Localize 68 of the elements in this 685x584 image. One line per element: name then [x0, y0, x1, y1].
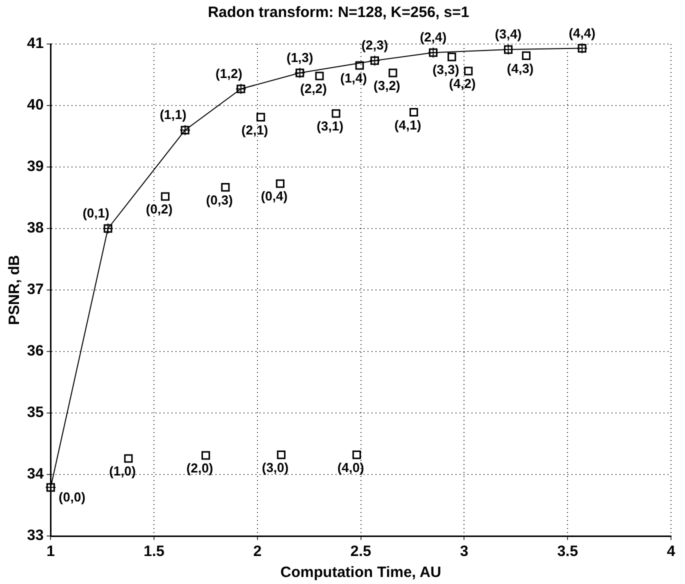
point	[428, 47, 439, 58]
annotation: (3,0)	[262, 460, 289, 475]
x-tick-label: 4	[666, 543, 676, 560]
point	[352, 450, 361, 460]
point	[102, 223, 114, 234]
point	[388, 68, 398, 78]
annotation: (1,0)	[109, 464, 136, 479]
x-tick-label: 2	[253, 543, 262, 560]
y-axis-title: PSNR, dB	[6, 254, 24, 326]
annotation: (4,1)	[394, 117, 422, 132]
point	[256, 112, 266, 122]
annotation: (0,0)	[58, 489, 86, 504]
point	[576, 42, 588, 54]
point	[201, 451, 210, 460]
point	[180, 124, 191, 136]
annotation: (1,1)	[160, 107, 186, 122]
point	[276, 450, 286, 460]
point	[448, 52, 456, 62]
annotation: (1,4)	[340, 70, 367, 86]
x-tick-label: 3	[460, 543, 468, 560]
x-axis-title: Computation Time, AU	[280, 564, 442, 582]
point	[522, 51, 531, 60]
point	[464, 66, 473, 76]
point	[235, 83, 246, 94]
point	[409, 108, 418, 117]
annotation: (0,1)	[82, 206, 110, 221]
y-tick-label: 37	[26, 281, 44, 298]
point	[294, 67, 306, 78]
point	[124, 454, 133, 463]
y-tick-label: 38	[26, 220, 44, 237]
y-tick-label: 40	[26, 96, 44, 114]
annotation: (3,4)	[494, 26, 522, 42]
annotation: (1,3)	[286, 50, 314, 65]
point	[276, 179, 284, 188]
y-tick-label: 36	[26, 342, 44, 360]
point	[369, 55, 380, 66]
annotation: (4,2)	[448, 76, 476, 92]
chart-title: Radon transform: N=128, K=256, s=1	[208, 4, 470, 22]
point	[355, 61, 364, 70]
annotation: (0,4)	[260, 188, 288, 204]
x-tick-label: 2.5	[350, 543, 372, 560]
annotation: (2,4)	[420, 30, 447, 45]
annotation: (2,3)	[361, 38, 388, 53]
annotation: (2,0)	[186, 460, 214, 476]
point	[332, 109, 340, 118]
point	[315, 72, 324, 80]
x-tick-label: 1	[46, 543, 55, 560]
annotation: (2,1)	[241, 122, 268, 138]
annotation: (0,2)	[146, 202, 173, 217]
annotation: (3,1)	[316, 118, 344, 134]
y-tick-label: 35	[26, 404, 44, 422]
y-tick-label: 34	[26, 466, 44, 483]
annotation: (3,3)	[432, 62, 460, 77]
y-tick-label: 39	[26, 158, 44, 176]
y-tick-label: 41	[26, 35, 44, 52]
x-tick-label: 1.5	[144, 543, 164, 560]
annotation: (0,3)	[206, 192, 233, 208]
point	[160, 192, 170, 201]
annotation: (4,3)	[506, 60, 534, 76]
annotation: (2,2)	[300, 81, 327, 96]
annotation: (4,0)	[337, 460, 364, 475]
annotation: (1,2)	[216, 66, 242, 81]
point	[221, 183, 230, 192]
annotation: (4,4)	[568, 25, 596, 40]
y-tick-label: 33	[26, 527, 44, 544]
point	[502, 44, 514, 56]
x-tick-label: 3.5	[557, 543, 578, 560]
annotation: (3,2)	[374, 78, 400, 93]
